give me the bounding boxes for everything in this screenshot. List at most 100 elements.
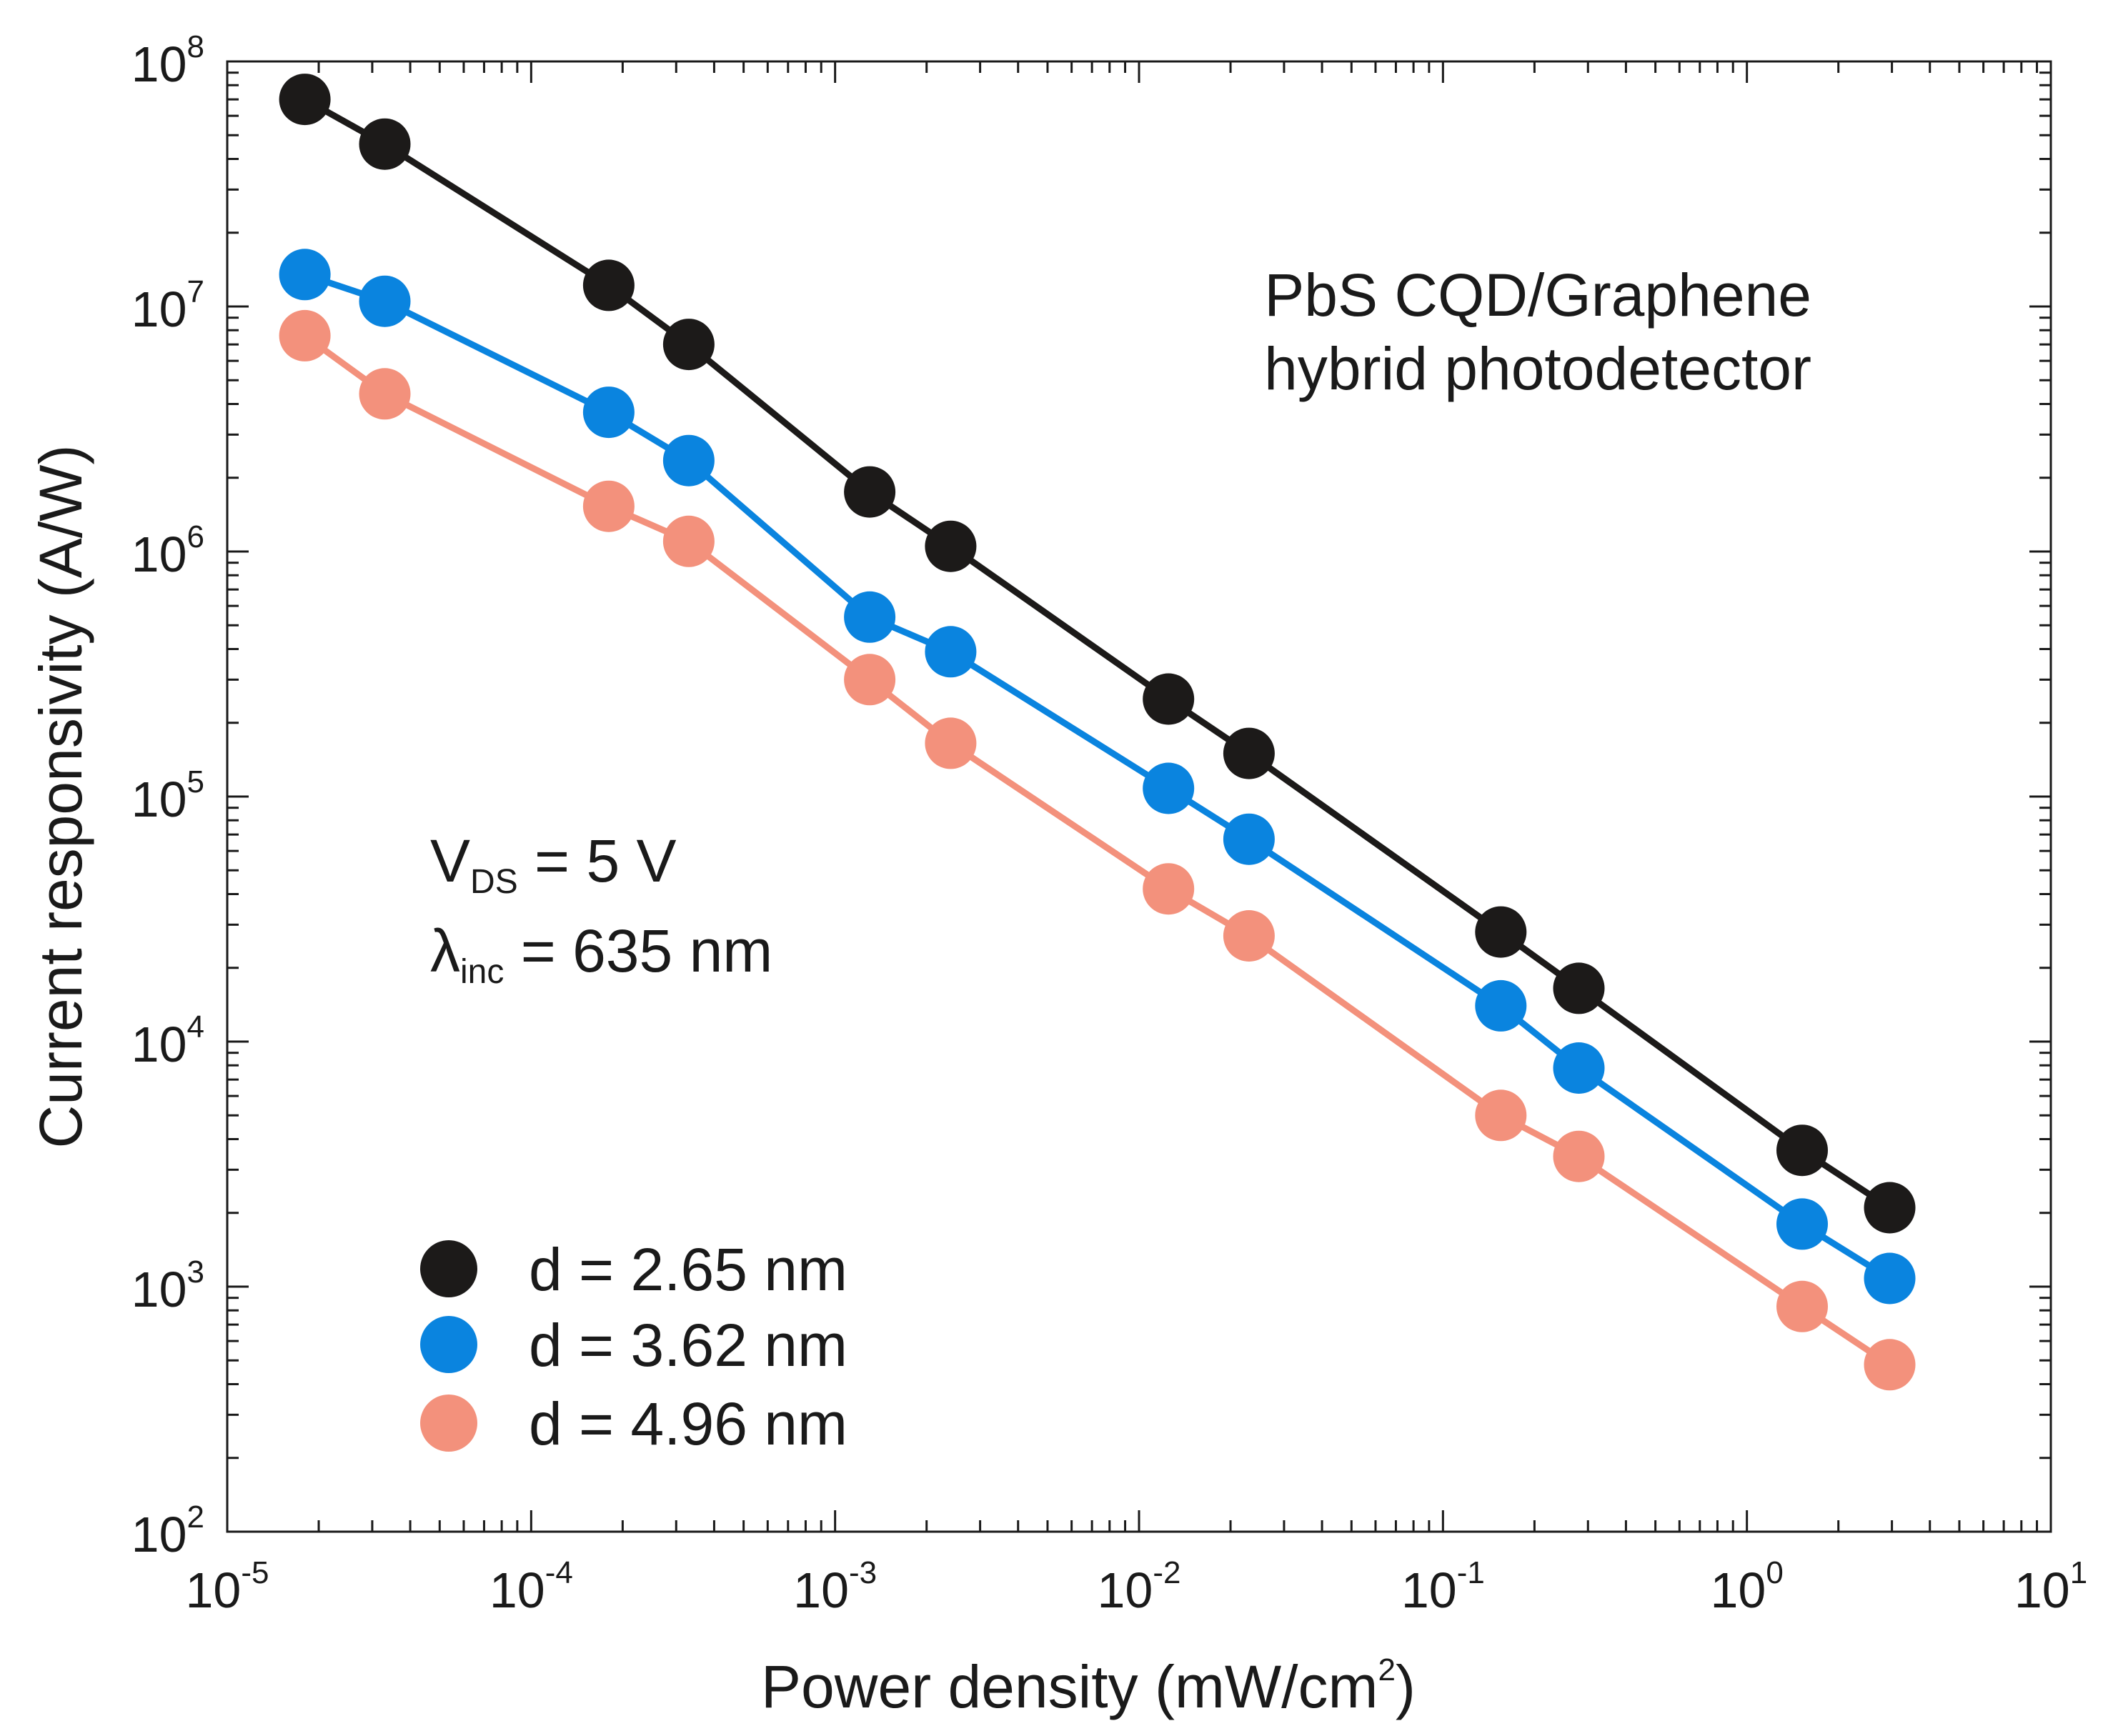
- y-tick-label: 106: [131, 519, 204, 582]
- y-tick-label: 104: [131, 1009, 204, 1072]
- series-layer: [279, 74, 1916, 1391]
- legend-item-3: d = 4.96 nm: [420, 1390, 847, 1457]
- minor-ticks: [227, 61, 2051, 1532]
- y-tick-exp: 8: [187, 29, 204, 64]
- data-point: [1864, 1182, 1916, 1234]
- y-tick-base: 10: [131, 36, 187, 92]
- data-point: [662, 434, 715, 487]
- x-tick-exp: -5: [241, 1555, 269, 1590]
- vds-subscript: DS: [470, 863, 518, 901]
- x-tick-exp: -3: [849, 1555, 877, 1590]
- y-tick-label: 102: [131, 1500, 204, 1562]
- data-point: [1553, 1042, 1605, 1094]
- data-point: [582, 259, 635, 311]
- data-point: [1475, 1089, 1527, 1142]
- x-tick-label: 10-3: [793, 1555, 877, 1618]
- lambda-symbol: λ: [430, 917, 460, 984]
- data-point: [1776, 1198, 1828, 1250]
- data-point: [1223, 727, 1275, 779]
- legend-label-3: d = 4.96 nm: [529, 1390, 847, 1457]
- data-point: [662, 319, 715, 371]
- legend-item-2: d = 3.62 nm: [420, 1312, 847, 1379]
- x-tick-base: 10: [2014, 1562, 2070, 1618]
- y-tick-exp: 5: [187, 764, 204, 799]
- y-tick-label: 105: [131, 764, 204, 827]
- y-tick-label: 103: [131, 1254, 204, 1317]
- data-point: [1223, 813, 1275, 865]
- data-point: [1776, 1124, 1828, 1177]
- legend-marker-3: [420, 1395, 477, 1452]
- x-tick-exp: -2: [1153, 1555, 1180, 1590]
- data-point: [925, 520, 977, 572]
- device-annotation-line2: hybrid photodetector: [1264, 335, 1811, 402]
- x-tick-label: 100: [1710, 1555, 1783, 1618]
- x-tick-label: 10-2: [1098, 1555, 1181, 1618]
- x-tick-label: 10-1: [1401, 1555, 1485, 1618]
- legend-label-1: d = 2.65 nm: [529, 1236, 847, 1303]
- data-point: [662, 515, 715, 567]
- x-tick-labels: 10-5 10-4 10-3 10-2 10-1 100 101: [186, 1555, 2088, 1618]
- x-tick-base: 10: [186, 1562, 242, 1618]
- y-tick-label: 107: [131, 274, 204, 337]
- series-line-3: [302, 332, 1893, 1368]
- x-tick-label: 101: [2014, 1555, 2087, 1618]
- data-point: [279, 309, 331, 361]
- data-point: [1864, 1252, 1916, 1305]
- vds-annotation: VDS = 5 V: [430, 827, 677, 901]
- data-point: [279, 249, 331, 301]
- lambda-annotation: λinc = 635 nm: [430, 917, 772, 991]
- legend-label-2: d = 3.62 nm: [529, 1312, 847, 1379]
- data-point: [1776, 1280, 1828, 1332]
- data-point: [1864, 1339, 1916, 1391]
- x-tick-base: 10: [793, 1562, 849, 1618]
- y-tick-exp: 6: [187, 519, 204, 554]
- x-axis-title: Power density (mW/cm2): [761, 1652, 1416, 1720]
- legend: d = 2.65 nm d = 3.62 nm d = 4.96 nm: [420, 1236, 847, 1457]
- data-point: [925, 717, 977, 769]
- vds-symbol: V: [430, 827, 470, 894]
- vds-value: = 5 V: [518, 827, 677, 894]
- series-line-1: [302, 96, 1893, 1211]
- data-point: [1143, 863, 1195, 915]
- x-tick-exp: -1: [1457, 1555, 1485, 1590]
- data-point: [1143, 762, 1195, 814]
- y-tick-exp: 2: [187, 1500, 204, 1535]
- y-tick-base: 10: [131, 1017, 187, 1072]
- x-tick-label: 10-5: [186, 1555, 269, 1618]
- legend-item-1: d = 2.65 nm: [420, 1236, 847, 1303]
- major-ticks: [226, 60, 2052, 1533]
- data-point: [1553, 962, 1605, 1014]
- lambda-value: = 635 nm: [504, 917, 772, 984]
- data-point: [1143, 673, 1195, 725]
- data-point: [844, 654, 896, 706]
- data-point: [1553, 1130, 1605, 1182]
- series-line-2: [302, 271, 1893, 1282]
- data-point: [925, 626, 977, 678]
- data-point: [279, 74, 331, 126]
- legend-marker-2: [420, 1316, 477, 1373]
- y-tick-exp: 7: [187, 274, 204, 309]
- legend-marker-1: [420, 1240, 477, 1297]
- y-tick-base: 10: [131, 1262, 187, 1317]
- data-point: [844, 591, 896, 643]
- x-tick-label: 10-4: [489, 1555, 573, 1618]
- y-axis-title: Current responsivity (A/W): [27, 445, 94, 1149]
- y-tick-base: 10: [131, 527, 187, 582]
- x-tick-exp: -4: [545, 1555, 573, 1590]
- data-point: [844, 466, 896, 518]
- y-tick-exp: 4: [187, 1009, 204, 1044]
- data-point: [359, 368, 411, 420]
- data-point: [359, 118, 411, 170]
- x-axis-title-main: Power density (mW/cm: [761, 1653, 1378, 1720]
- data-point: [582, 480, 635, 532]
- y-tick-exp: 3: [187, 1254, 204, 1289]
- series-3: [279, 309, 1916, 1391]
- y-tick-label: 108: [131, 29, 204, 92]
- y-tick-base: 10: [131, 281, 187, 337]
- x-axis-title-sup: 2: [1378, 1652, 1396, 1687]
- data-point: [1475, 906, 1527, 958]
- x-tick-exp: 1: [2070, 1555, 2087, 1590]
- y-tick-base: 10: [131, 772, 187, 827]
- x-tick-exp: 0: [1766, 1555, 1783, 1590]
